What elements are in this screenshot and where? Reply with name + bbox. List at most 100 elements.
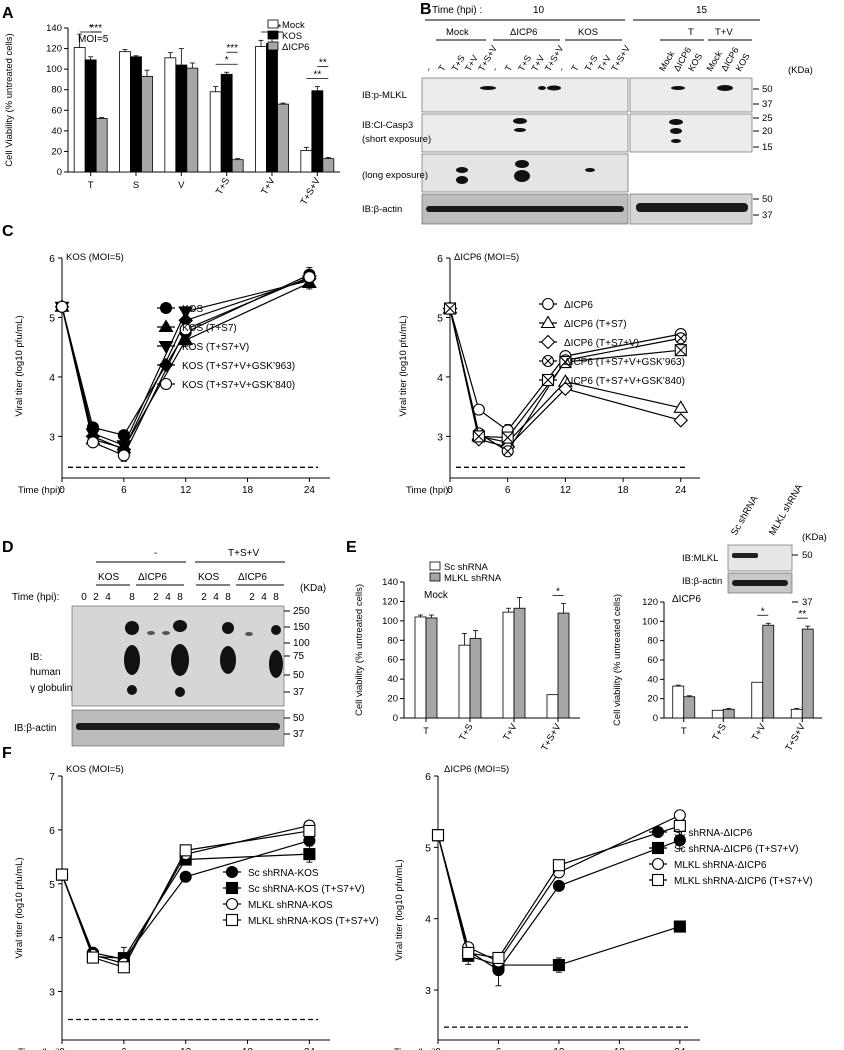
y-tick-label: 6	[49, 825, 55, 837]
x-tick-label: 18	[242, 1047, 254, 1050]
x-tick-label: 6	[496, 1047, 502, 1050]
y-tick-label: 140	[46, 23, 62, 34]
legend-label: MLKL shRNA-KOS	[248, 900, 333, 911]
bar	[95, 118, 108, 173]
marker	[158, 357, 174, 373]
y-tick-label: 4	[49, 372, 55, 384]
y-tick-label: 120	[382, 596, 398, 607]
significance-label: *	[761, 606, 765, 617]
bar	[790, 708, 803, 719]
band	[669, 119, 683, 125]
band	[671, 86, 685, 90]
blot-b-lane-labels: - T T+ST+VT+S+V- T T+ST+VT+S+V- T T+ST+VT+S+V M…	[423, 44, 752, 73]
marker	[543, 356, 553, 366]
bar	[683, 696, 696, 719]
y-axis-label: Viral titer (log10 pfu/mL)	[14, 315, 25, 416]
bar	[209, 91, 222, 173]
marker	[303, 848, 316, 861]
marker	[673, 400, 689, 413]
blot-b-marker-15: 15	[762, 142, 773, 153]
legend-label: Sc shRNA	[444, 562, 488, 573]
marker	[674, 344, 687, 357]
significance-label: **	[798, 609, 806, 620]
legend-label: ΔICP6	[282, 42, 309, 53]
blot-b-marker-ticks	[753, 88, 759, 216]
y-tick-label: 5	[49, 879, 55, 891]
blot-b-pmlkl-left	[421, 77, 629, 113]
chart-title: ΔICP6 (MOI=5)	[454, 252, 519, 263]
blot-d-marker-75: 75	[293, 651, 305, 662]
blot-d-marker-150: 150	[293, 622, 310, 633]
marker	[444, 302, 456, 315]
bar	[502, 611, 515, 719]
legend-label: KOS (T+S7+V+GSK’840)	[182, 380, 295, 391]
bar	[164, 57, 177, 173]
significance-label: ***	[226, 43, 238, 54]
marker	[558, 381, 573, 397]
y-tick-label: 4	[49, 933, 55, 945]
legend-label: KOS (T+S7+V+GSK’963)	[182, 361, 295, 372]
marker	[651, 857, 665, 871]
bar	[425, 617, 438, 719]
marker	[179, 870, 192, 883]
y-tick-label: 60	[51, 105, 62, 116]
bar	[130, 56, 142, 173]
marker	[541, 297, 555, 311]
legend-label: MLKL shRNA-ΔICP6	[674, 860, 767, 871]
band	[220, 646, 236, 674]
marker	[542, 374, 554, 386]
y-tick-label: 60	[647, 655, 658, 666]
marker	[676, 334, 686, 343]
legend-label: Sc shRNA-KOS	[248, 868, 319, 879]
blot-b-marker-37: 37	[762, 99, 773, 110]
x-tick-label: S	[133, 180, 139, 191]
band	[222, 622, 234, 634]
marker	[472, 403, 485, 416]
marker	[552, 859, 565, 872]
x-tick-label: 12	[180, 485, 192, 496]
marker	[179, 323, 192, 336]
marker	[159, 377, 173, 391]
x-tick-label: 6	[121, 485, 127, 496]
blot-d-lane-label: 0	[81, 592, 87, 603]
bar	[722, 708, 735, 719]
chart-c-dicp6-titer: 3 4 5 6 0 6 12 18 24 Time (hpi): Viral titer (log1…	[398, 252, 700, 496]
y-tick-label: 60	[387, 655, 398, 666]
y-tick-label: 80	[647, 636, 658, 647]
marker	[86, 951, 99, 964]
blot-d-lane-label: 8	[177, 592, 183, 603]
bar	[186, 67, 199, 173]
y-tick-label: 3	[49, 431, 55, 443]
marker	[303, 824, 316, 838]
significance-label: *	[89, 23, 93, 34]
bar	[231, 159, 244, 173]
band	[269, 650, 283, 678]
y-tick-label: 4	[437, 372, 443, 384]
blot-d-lane-label: 4	[105, 592, 111, 603]
blot-b-time-15: 15	[696, 5, 708, 16]
band	[513, 118, 527, 124]
blot-d-time-label: Time (hpi):	[12, 592, 59, 603]
legend-swatch	[267, 41, 279, 51]
chart-title: MOI=5	[78, 34, 109, 45]
band	[147, 631, 155, 635]
y-tick-label: 5	[49, 312, 55, 324]
legend-label: MLKL shRNA	[444, 573, 502, 584]
band	[127, 685, 137, 695]
legend-label: KOS	[182, 304, 203, 315]
blot-b-marker-25: 25	[762, 113, 773, 124]
y-tick-label: 40	[387, 674, 398, 685]
marker	[55, 300, 69, 313]
x-tick-label: 0	[59, 485, 65, 496]
marker	[178, 306, 194, 320]
blot-b-pmlkl-right	[629, 77, 753, 113]
x-tick-label: 18	[614, 1047, 626, 1050]
legend-label: ΔICP6 (T+S7)	[564, 319, 627, 330]
x-tick-label: T+S+V	[784, 721, 809, 753]
blot-b-time-label: Time (hpi) :	[432, 5, 482, 16]
blot-b-group-kos: KOS	[578, 27, 598, 38]
marker	[462, 946, 475, 960]
band	[732, 553, 758, 558]
blot-d-virus-dicp6-2: ΔICP6	[238, 572, 267, 583]
y-tick-label: 4	[425, 914, 431, 926]
